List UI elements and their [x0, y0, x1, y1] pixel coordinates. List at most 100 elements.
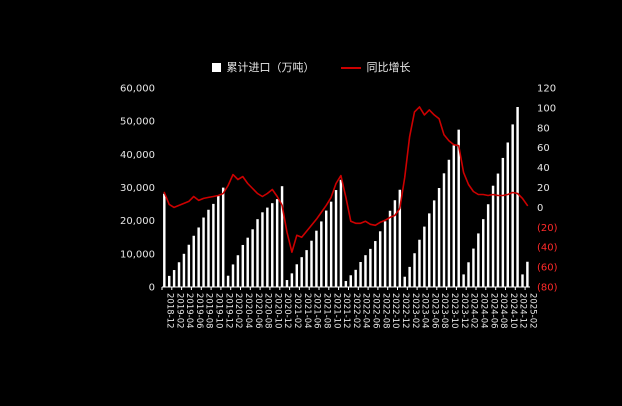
bar [457, 129, 460, 287]
x-tick-label: 2021-12 [341, 293, 351, 329]
x-tick-label: 2023-10 [449, 293, 459, 329]
y-right-tick-label: 20 [537, 183, 550, 194]
x-tick-label: 2024-04 [479, 293, 489, 329]
bar [163, 193, 166, 287]
x-tick-label: 2019-12 [223, 293, 233, 329]
x-tick-label: 2020-12 [282, 293, 292, 329]
bar [442, 173, 446, 287]
bar [310, 240, 313, 287]
x-tick-label: 2023-08 [439, 293, 449, 329]
bar [231, 264, 235, 287]
y-left-tick-label: 20,000 [120, 216, 155, 227]
bar [325, 210, 328, 287]
bar [467, 262, 470, 287]
x-tick-label: 2019-04 [184, 293, 194, 329]
bar [182, 253, 186, 287]
x-tick-label: 2020-02 [233, 293, 243, 329]
bar [315, 230, 318, 287]
y-left-tick-label: 30,000 [120, 183, 155, 194]
bar [428, 213, 431, 287]
legend: 累计进口（万吨） 同比增长 [0, 62, 622, 73]
x-tick-label: 2020-10 [272, 293, 282, 329]
x-tick-label: 2022-06 [371, 293, 381, 329]
x-tick-label: 2020-06 [253, 293, 263, 329]
bar [354, 269, 357, 287]
bar [398, 189, 402, 287]
x-tick-label: 2022-08 [380, 293, 390, 329]
bar [496, 173, 500, 287]
bar [290, 273, 294, 287]
legend-label-line: 同比增长 [366, 61, 411, 74]
bar [374, 241, 377, 287]
y-right-tick-label: 120 [537, 84, 556, 95]
x-tick-label: 2019-10 [214, 293, 224, 329]
bar [339, 179, 343, 287]
bar [226, 275, 230, 287]
bar [334, 190, 338, 287]
x-tick-label: 2021-10 [331, 293, 341, 329]
y-left-tick-label: 50,000 [120, 117, 155, 128]
bar [197, 227, 200, 287]
y-left-tick-label: 0 [149, 283, 155, 294]
bar [378, 231, 382, 287]
bar [447, 159, 451, 287]
bar [202, 217, 205, 287]
y-right-tick-label: 40 [537, 163, 550, 174]
bar [329, 201, 333, 287]
x-tick-label: 2023-02 [410, 293, 420, 329]
bar [364, 255, 367, 287]
bar [472, 248, 475, 287]
bar [241, 244, 245, 287]
bar [261, 212, 264, 287]
legend-item-bars: 累计进口（万吨） [211, 62, 315, 73]
bar [418, 239, 421, 287]
bar [305, 250, 308, 287]
bar [521, 274, 524, 287]
x-tick-label: 2024-10 [508, 293, 518, 329]
bar [300, 257, 303, 287]
bar [403, 276, 406, 287]
y-right-tick-label: (60) [537, 263, 558, 274]
x-tick-label: 2024-08 [498, 293, 508, 329]
y-left-tick-label: 40,000 [120, 150, 155, 161]
bar [452, 145, 456, 287]
bar [320, 221, 323, 287]
yoy-line [163, 106, 529, 253]
bar [516, 107, 519, 287]
bar [217, 195, 220, 287]
bar [477, 233, 480, 287]
y-left-tick-label: 10,000 [120, 249, 155, 260]
bar [413, 253, 416, 287]
x-tick-label: 2019-06 [194, 293, 204, 329]
y-right-tick-label: (80) [537, 283, 558, 294]
bar [295, 264, 299, 287]
bar [437, 188, 441, 287]
y-right-tick-label: 80 [537, 123, 550, 134]
bar [486, 204, 490, 287]
bar [506, 142, 509, 287]
x-tick-label: 2021-02 [292, 293, 302, 329]
bar [491, 185, 495, 287]
bar [236, 255, 240, 287]
x-tick-label: 2024-02 [469, 293, 479, 329]
bar [285, 280, 289, 287]
bar [251, 229, 254, 287]
y-right-tick-label: (40) [537, 243, 558, 254]
line-swatch-icon [340, 66, 361, 69]
x-tick-label: 2020-04 [243, 293, 253, 329]
bar [349, 275, 352, 287]
x-tick-label: 2024-06 [488, 293, 498, 329]
bar [423, 226, 426, 287]
bar [266, 207, 269, 287]
bar [207, 209, 210, 287]
x-tick-label: 2022-02 [351, 293, 361, 329]
x-tick-label: 2018-12 [165, 293, 175, 329]
bar [221, 187, 225, 287]
x-tick-label: 2021-08 [322, 293, 332, 329]
x-tick-label: 2019-08 [204, 293, 214, 329]
bar [192, 235, 195, 287]
bar [369, 248, 372, 287]
bar [388, 210, 392, 287]
bar [271, 203, 274, 287]
